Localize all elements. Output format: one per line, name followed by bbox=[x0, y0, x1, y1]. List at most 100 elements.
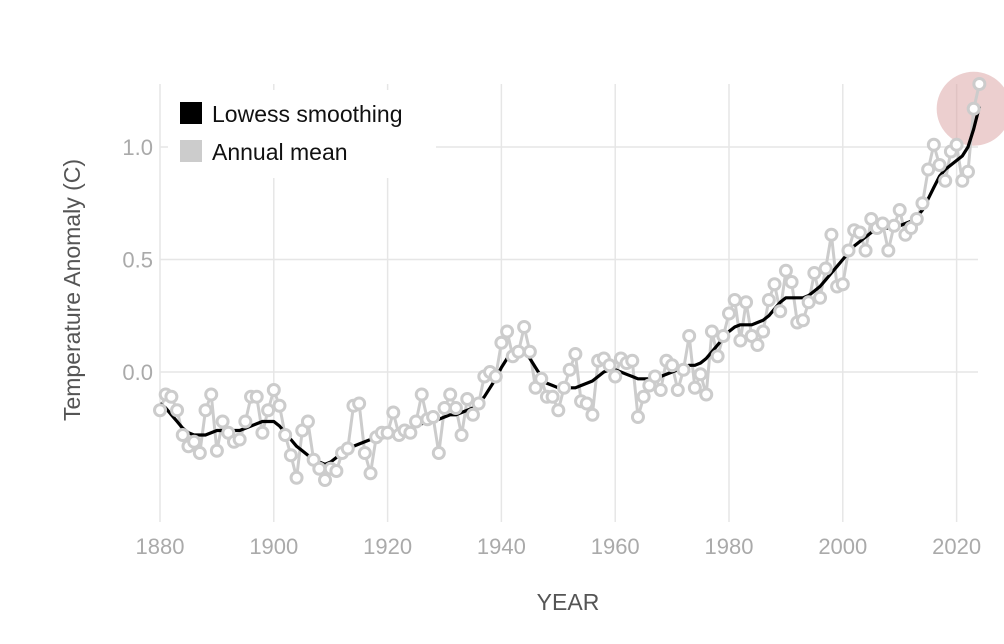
annual-mean-point bbox=[784, 275, 799, 289]
annual-mean-point bbox=[585, 407, 600, 422]
annual-mean-point bbox=[608, 369, 623, 384]
annual-mean-point bbox=[648, 369, 663, 384]
annual-mean-point bbox=[813, 290, 828, 305]
x-tick-label: 2020 bbox=[932, 534, 981, 559]
annual-mean-point bbox=[887, 218, 902, 233]
annual-mean-point bbox=[926, 137, 941, 152]
annual-mean-point bbox=[972, 77, 987, 91]
annual-mean-point bbox=[500, 324, 515, 339]
annual-mean-point bbox=[289, 470, 304, 485]
annual-mean-point bbox=[545, 389, 560, 404]
annual-mean-point bbox=[653, 383, 668, 397]
annual-mean-point bbox=[363, 466, 378, 481]
annual-mean-point bbox=[739, 295, 754, 310]
annual-mean-point bbox=[511, 344, 526, 359]
annual-mean-point bbox=[818, 261, 833, 276]
annual-mean-point bbox=[881, 243, 896, 258]
annual-mean-point bbox=[386, 405, 401, 420]
annual-mean-point bbox=[915, 196, 930, 211]
legend-background bbox=[168, 90, 436, 178]
annual-mean-point bbox=[767, 277, 782, 292]
annual-mean-point bbox=[198, 403, 213, 418]
annual-mean-point bbox=[756, 324, 771, 339]
y-tick-label: 0.5 bbox=[122, 248, 153, 273]
annual-mean-point bbox=[431, 446, 446, 460]
annual-mean-point bbox=[665, 358, 680, 373]
annual-mean-point bbox=[209, 443, 224, 458]
annual-mean-point bbox=[892, 203, 907, 217]
annual-mean-point bbox=[693, 367, 708, 382]
annual-mean-point bbox=[949, 137, 964, 152]
annual-mean-point bbox=[283, 448, 298, 463]
annual-mean-point bbox=[232, 432, 247, 447]
annual-mean-point bbox=[921, 162, 936, 177]
annual-mean-point bbox=[875, 216, 890, 231]
annual-mean-point bbox=[960, 164, 975, 179]
annual-mean-point bbox=[300, 414, 315, 429]
annual-mean-point bbox=[465, 407, 480, 422]
annual-mean-point bbox=[676, 362, 691, 377]
annual-mean-point bbox=[460, 392, 475, 406]
annual-mean-point bbox=[909, 212, 924, 226]
annual-mean-point bbox=[380, 425, 395, 440]
annual-mean-point bbox=[835, 277, 850, 292]
annual-mean-point bbox=[454, 428, 469, 442]
annual-mean-point bbox=[170, 403, 185, 418]
x-tick-label: 1920 bbox=[363, 534, 412, 559]
annual-mean-point bbox=[841, 243, 856, 258]
annual-mean-point bbox=[175, 428, 190, 442]
annual-mean-point bbox=[966, 101, 981, 116]
annual-mean-point bbox=[153, 403, 167, 418]
annual-mean-point bbox=[710, 349, 725, 364]
annual-mean-point bbox=[932, 158, 947, 172]
x-tick-label: 2000 bbox=[818, 534, 867, 559]
annual-mean-point bbox=[670, 383, 685, 397]
legend-label-lowess: Lowess smoothing bbox=[212, 101, 403, 127]
annual-mean-point bbox=[443, 387, 458, 402]
series-layer bbox=[153, 77, 987, 487]
annual-mean-point bbox=[534, 371, 549, 386]
annual-mean-point bbox=[761, 293, 776, 307]
annual-mean-point bbox=[562, 362, 577, 377]
annual-mean-point bbox=[409, 414, 424, 429]
annual-mean-point bbox=[272, 398, 287, 413]
annual-mean-point bbox=[636, 389, 651, 404]
annual-mean-point bbox=[716, 329, 731, 343]
annual-mean-point bbox=[824, 227, 839, 242]
annual-mean-point bbox=[312, 461, 327, 476]
x-tick-label: 1900 bbox=[249, 534, 298, 559]
annual-mean-point bbox=[778, 263, 793, 278]
x-axis-title: YEAR bbox=[537, 589, 600, 615]
x-tick-label: 1980 bbox=[705, 534, 754, 559]
y-tick-label: 1.0 bbox=[122, 135, 153, 160]
annual-mean-point bbox=[249, 389, 264, 404]
annual-mean-point bbox=[255, 425, 270, 440]
annual-mean-point bbox=[187, 434, 202, 449]
annual-mean-point bbox=[164, 389, 179, 404]
annual-mean-point bbox=[352, 396, 367, 411]
annual-mean-point bbox=[329, 464, 344, 478]
annual-mean-point bbox=[687, 380, 702, 395]
annual-mean-point bbox=[215, 414, 230, 429]
annual-mean-point bbox=[204, 387, 219, 402]
legend-swatch-lowess bbox=[180, 102, 202, 124]
annual-mean-point bbox=[579, 396, 594, 411]
x-tick-label: 1880 bbox=[136, 534, 185, 559]
y-axis-title: Temperature Anomaly (C) bbox=[59, 159, 85, 421]
annual-mean-point bbox=[750, 338, 765, 352]
annual-mean-point bbox=[340, 441, 355, 456]
annual-mean-point bbox=[699, 387, 714, 402]
annual-mean-point bbox=[238, 414, 253, 429]
annual-mean-point bbox=[318, 473, 333, 487]
legend-label-annual: Annual mean bbox=[212, 139, 348, 165]
annual-mean-point bbox=[471, 396, 486, 411]
annual-mean-point bbox=[682, 329, 697, 343]
annual-mean-point bbox=[494, 335, 509, 350]
annual-mean-point bbox=[722, 306, 736, 321]
annual-mean-point bbox=[551, 403, 566, 418]
annual-mean-point bbox=[625, 353, 640, 368]
annual-mean-point bbox=[568, 347, 583, 361]
annual-mean-point bbox=[807, 266, 822, 280]
annual-mean-point bbox=[448, 401, 463, 415]
annual-mean-point bbox=[704, 324, 719, 339]
